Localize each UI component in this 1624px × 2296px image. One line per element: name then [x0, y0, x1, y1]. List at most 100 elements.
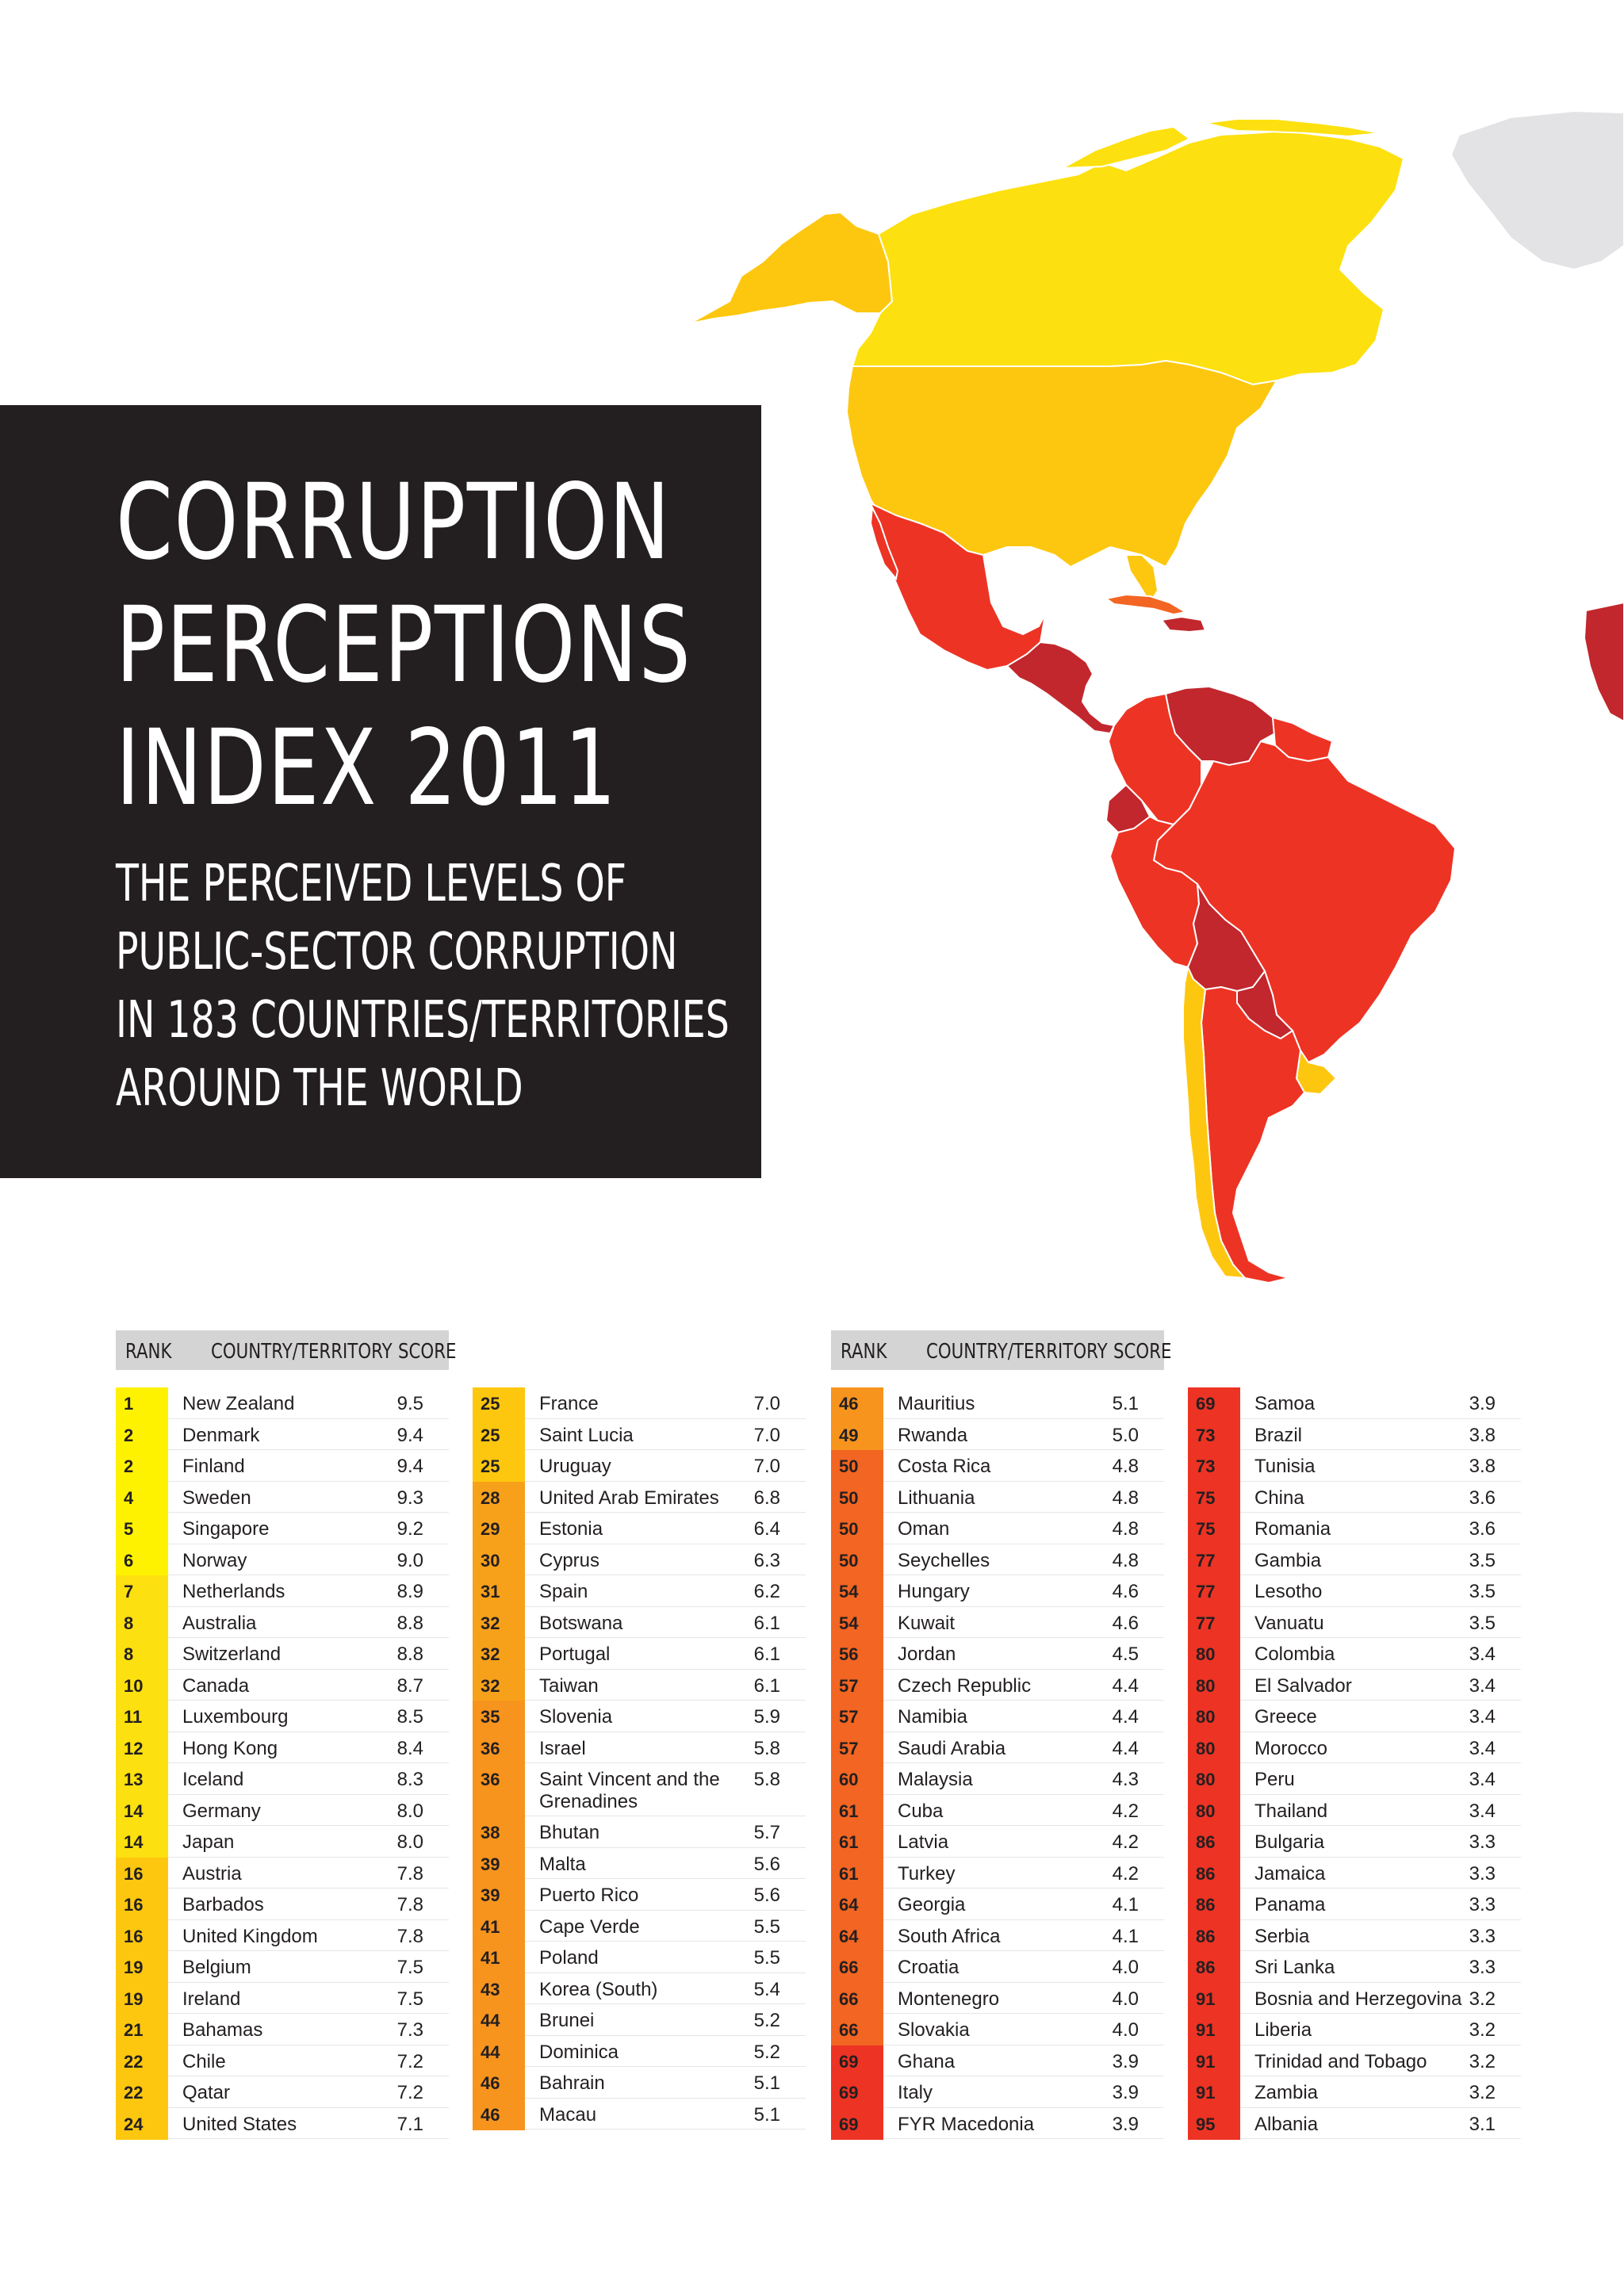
country-name: Saint Lucia	[539, 1424, 634, 1446]
table-row: 4 Sweden 9.3	[116, 1481, 449, 1513]
rank-cell: 8	[116, 1638, 168, 1670]
country-name: Brunei	[539, 2010, 595, 2031]
country-name: South Africa	[898, 1925, 1001, 1947]
country-name: Kuwait	[898, 1612, 956, 1634]
rank-cell: 2	[116, 1450, 168, 1482]
rank-cell: 80	[1188, 1763, 1240, 1795]
score-value: 3.2	[1469, 1988, 1496, 2010]
country-name: Luxembourg	[182, 1706, 289, 1728]
rank-cell: 69	[831, 2107, 883, 2140]
country-name: Taiwan	[539, 1674, 599, 1697]
table-row: 49 Rwanda 5.0	[831, 1418, 1164, 1451]
rank-value: 80	[1196, 1800, 1216, 1821]
table-row: 2 Finland 9.4	[116, 1450, 449, 1482]
score-value: 4.8	[1112, 1487, 1139, 1509]
score-value: 4.6	[1112, 1612, 1139, 1634]
rank-value: 24	[124, 2114, 144, 2134]
rank-value: 19	[124, 1957, 144, 1977]
rank-value: 14	[124, 1832, 144, 1852]
table-row: 57 Czech Republic 4.4	[831, 1669, 1164, 1701]
country-name: Georgia	[898, 1894, 966, 1915]
score-value: 4.2	[1112, 1800, 1139, 1822]
country-name: Trinidad and Tobago	[1254, 2050, 1427, 2072]
table-row: 14 Germany 8.0	[116, 1794, 449, 1827]
rank-value: 86	[1196, 1832, 1216, 1852]
rank-cell: 32	[473, 1669, 525, 1701]
title-panel: CORRUPTION PERCEPTIONS INDEX 2011 THE PE…	[0, 405, 761, 1178]
table-row: 57 Saudi Arabia 4.4	[831, 1732, 1164, 1764]
table-row: 75 Romania 3.6	[1188, 1513, 1521, 1544]
table-row: 91 Liberia 3.2	[1188, 2014, 1521, 2045]
table-row: 91 Trinidad and Tobago 3.2	[1188, 2045, 1521, 2077]
rank-cell: 16	[116, 1888, 168, 1920]
rank-cell: 39	[473, 1879, 525, 1911]
ranking-column-1: 1 New Zealand 9.5 2 Denmark 9.4 2 Finland 9.4 4 Sw…	[116, 1387, 449, 2140]
rank-value: 91	[1196, 2020, 1216, 2040]
country-name: Netherlands	[182, 1581, 285, 1602]
table-header-right: RANK COUNTRY/TERRITORY SCORE	[831, 1330, 1171, 1370]
rank-cell: 30	[473, 1544, 525, 1576]
map-region	[1160, 615, 1207, 633]
rank-value: 61	[839, 1832, 859, 1852]
table-row: 41 Poland 5.5	[473, 1942, 806, 1973]
table-row: 13 Iceland 8.3	[116, 1763, 449, 1795]
rank-value: 69	[839, 2051, 859, 2072]
ranking-column-4: 69 Samoa 3.9 73 Brazil 3.8 73 Tunisia 3.8 75 China…	[1188, 1387, 1521, 2140]
table-row: 21 Bahamas 7.3	[116, 2014, 449, 2045]
score-value: 3.2	[1469, 2019, 1496, 2041]
country-name: Spain	[539, 1581, 588, 1602]
rank-cell: 22	[116, 2045, 168, 2077]
table-row: 80 Colombia 3.4	[1188, 1638, 1521, 1670]
rank-value: 60	[839, 1770, 859, 1789]
country-name: Canada	[182, 1674, 250, 1697]
rank-cell: 12	[116, 1732, 168, 1764]
rank-value: 32	[481, 1613, 500, 1633]
table-row: 46 Bahrain 5.1	[473, 2067, 806, 2099]
table-row: 80 El Salvador 3.4	[1188, 1669, 1521, 1701]
rank-value: 25	[481, 1394, 500, 1414]
country-name: Morocco	[1254, 1737, 1328, 1759]
table-row: 5 Singapore 9.2	[116, 1513, 449, 1544]
rank-cell: 80	[1188, 1701, 1240, 1732]
table-row: 54 Hungary 4.6	[831, 1575, 1164, 1607]
score-value: 4.0	[1112, 2019, 1139, 2041]
rank-cell: 36	[473, 1732, 525, 1764]
table-row: 61 Turkey 4.2	[831, 1857, 1164, 1889]
rank-cell: 46	[473, 2098, 525, 2130]
score-value: 4.4	[1112, 1706, 1139, 1728]
table-row: 31 Spain 6.2	[473, 1575, 806, 1607]
score-value: 4.4	[1112, 1737, 1139, 1759]
table-row: 64 Georgia 4.1	[831, 1888, 1164, 1920]
score-value: 8.5	[396, 1706, 423, 1728]
ranking-column-3: 46 Mauritius 5.1 49 Rwanda 5.0 50 Costa Rica 4.8…	[831, 1387, 1164, 2140]
country-name: Japan	[182, 1831, 235, 1853]
table-row: 91 Bosnia and Herzegovina 3.2	[1188, 1982, 1521, 2015]
rank-value: 50	[839, 1519, 859, 1539]
rank-value: 46	[481, 2104, 500, 2125]
rank-cell: 28	[473, 1481, 525, 1513]
score-value: 8.0	[396, 1800, 423, 1822]
map-region	[1062, 125, 1191, 169]
ranking-column-2: 25 France 7.0 25 Saint Lucia 7.0 25 Uruguay 7.0 2…	[473, 1387, 806, 2130]
rank-cell: 6	[116, 1544, 168, 1576]
rank-value: 21	[124, 2020, 144, 2040]
score-value: 3.3	[1469, 1957, 1496, 1978]
table-row: 66 Montenegro 4.0	[831, 1982, 1164, 2015]
score-value: 3.4	[1469, 1737, 1496, 1759]
rank-value: 75	[1196, 1519, 1216, 1539]
rank-value: 80	[1196, 1675, 1216, 1696]
country-name: Norway	[182, 1549, 247, 1571]
country-name: Czech Republic	[898, 1674, 1032, 1697]
rank-value: 14	[124, 1800, 144, 1821]
rank-cell: 50	[831, 1450, 883, 1482]
score-value: 3.3	[1469, 1831, 1496, 1853]
country-name: Qatar	[182, 2082, 231, 2103]
table-row: 69 Ghana 3.9	[831, 2045, 1164, 2077]
country-name: Rwanda	[898, 1424, 968, 1446]
score-value: 3.3	[1469, 1925, 1496, 1947]
rank-cell: 22	[116, 2076, 168, 2108]
table-row: 66 Slovakia 4.0	[831, 2014, 1164, 2045]
score-value: 3.9	[1112, 2050, 1139, 2072]
country-name: Germany	[182, 1800, 261, 1822]
table-row: 22 Chile 7.2	[116, 2045, 449, 2077]
